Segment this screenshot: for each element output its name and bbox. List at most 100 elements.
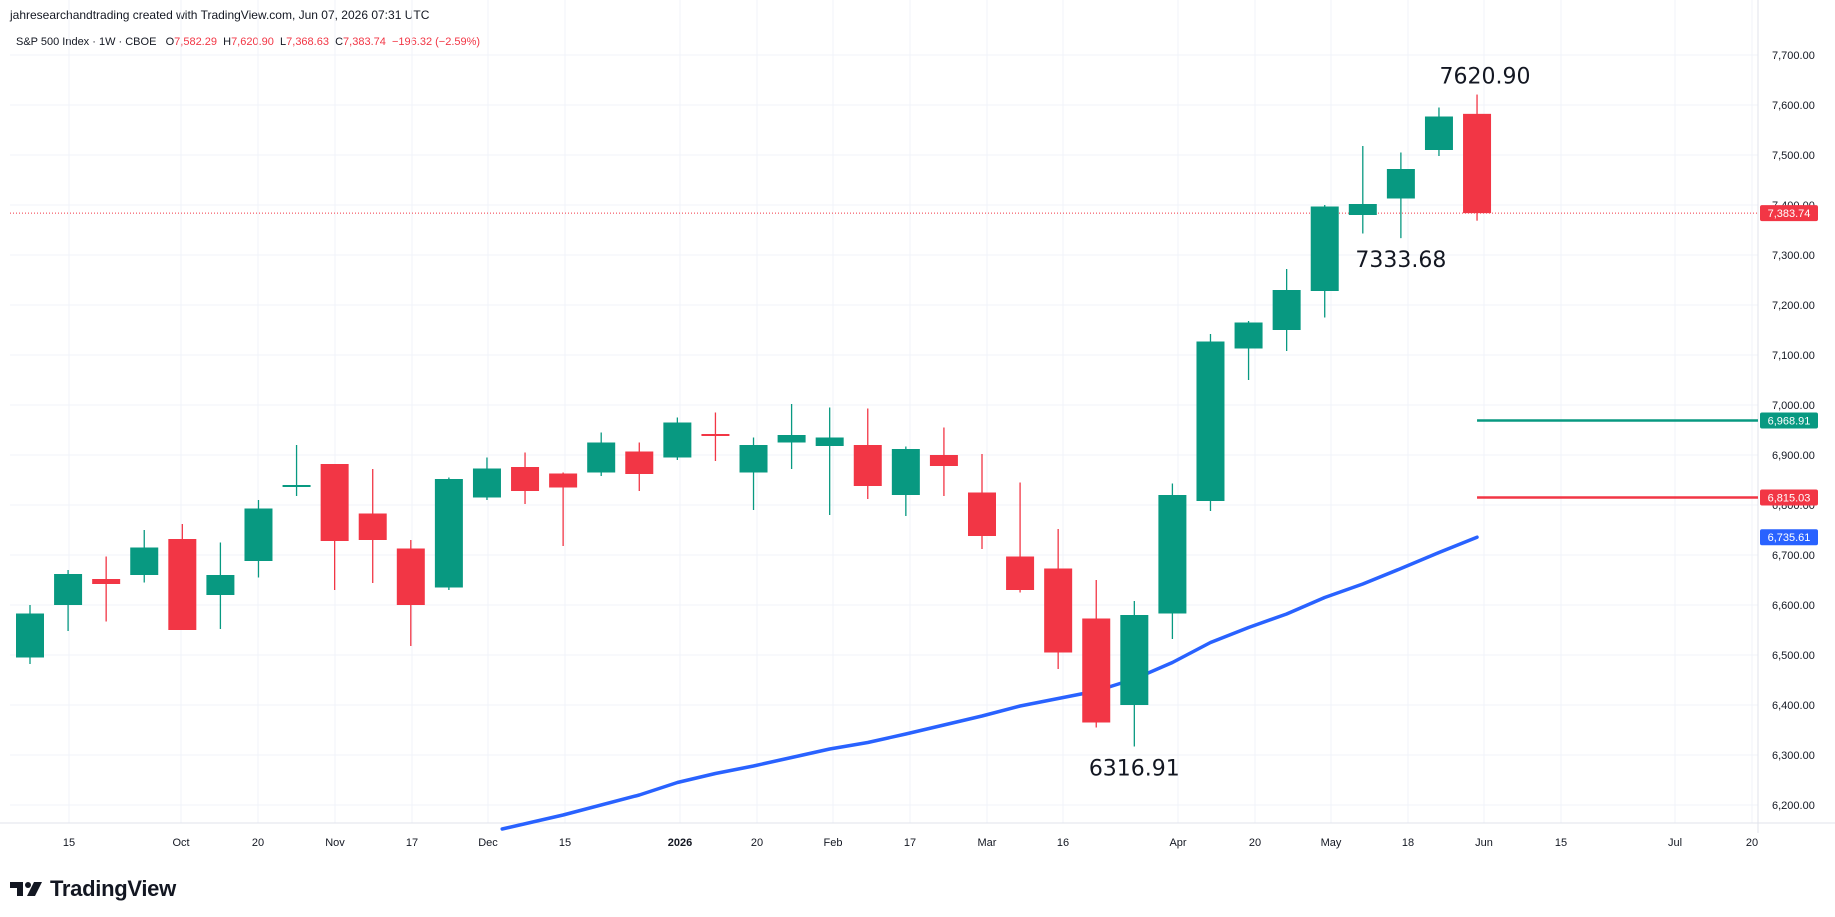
- candle-body[interactable]: [282, 485, 311, 487]
- candle-body[interactable]: [244, 508, 273, 562]
- low-value: 7,368.63: [286, 36, 329, 48]
- symbol-info[interactable]: S&P 500 Index · 1W · CBOE: [16, 36, 157, 48]
- x-tick-label: Feb: [824, 837, 843, 849]
- x-tick-label: 15: [559, 837, 571, 849]
- high-value: 7,620.90: [231, 36, 274, 48]
- candle-body[interactable]: [92, 579, 121, 584]
- candle-body[interactable]: [130, 547, 159, 576]
- candle-body[interactable]: [1463, 113, 1492, 214]
- y-tick-label: 6,600.00: [1772, 600, 1815, 612]
- close-label: C: [335, 36, 344, 48]
- candle-body[interactable]: [206, 575, 235, 595]
- candle-body[interactable]: [968, 492, 996, 537]
- footer-branding[interactable]: TradingView: [10, 876, 176, 902]
- y-tick-label: 6,300.00: [1772, 750, 1815, 762]
- y-tick-label: 7,300.00: [1772, 250, 1815, 262]
- x-tick-label: Jun: [1475, 837, 1493, 849]
- candle-body[interactable]: [739, 445, 768, 473]
- level-badge-bg: [1760, 489, 1818, 506]
- moving-average-line: [500, 535, 1479, 831]
- x-tick-label: Nov: [325, 837, 345, 849]
- y-tick-label: 6,900.00: [1772, 450, 1815, 462]
- x-tick-label: 20: [1249, 837, 1261, 849]
- y-tick-label: 7,600.00: [1772, 100, 1815, 112]
- candle-body[interactable]: [1082, 618, 1111, 723]
- x-tick-label: 20: [1746, 837, 1758, 849]
- candle-body[interactable]: [434, 479, 463, 588]
- x-tick-label: 18: [1402, 837, 1414, 849]
- x-tick-label: Mar: [978, 837, 997, 849]
- x-tick-label: Jul: [1668, 837, 1682, 849]
- candle-body[interactable]: [549, 473, 578, 488]
- open-value: 7,582.29: [174, 36, 217, 48]
- candle-body[interactable]: [815, 437, 844, 447]
- change-value: −196.32 (−2.59%): [392, 36, 481, 48]
- ohlc-legend: S&P 500 Index · 1W · CBOE O7,582.29 H7,6…: [16, 36, 480, 48]
- candle-body[interactable]: [663, 422, 692, 458]
- x-tick-label: Dec: [478, 837, 498, 849]
- price-annotation: 7333.68: [1355, 248, 1446, 273]
- x-tick-label: 17: [904, 837, 916, 849]
- tradingview-logo-icon: [10, 882, 42, 896]
- candle-body[interactable]: [625, 451, 654, 475]
- low-label: L: [280, 36, 287, 48]
- candle-body[interactable]: [1120, 615, 1149, 705]
- candle-body[interactable]: [891, 449, 920, 495]
- x-tick-label: 20: [252, 837, 264, 849]
- y-tick-label: 6,200.00: [1772, 800, 1815, 812]
- candle-body[interactable]: [587, 442, 616, 473]
- candle-body[interactable]: [1272, 290, 1301, 330]
- candle-body[interactable]: [1158, 495, 1187, 614]
- level-badge-label: 6,815.03: [1768, 492, 1811, 504]
- y-tick-label: 6,400.00: [1772, 700, 1815, 712]
- brand-name: TradingView: [50, 876, 176, 901]
- y-tick-label: 7,500.00: [1772, 150, 1815, 162]
- candle-body[interactable]: [511, 467, 540, 491]
- price-annotation: 6316.91: [1089, 757, 1180, 782]
- y-tick-label: 7,200.00: [1772, 300, 1815, 312]
- candle-body[interactable]: [1234, 322, 1263, 349]
- close-value: 7,383.74: [343, 36, 386, 48]
- last-price-badge-label: 7,383.74: [1768, 208, 1811, 220]
- candle-body[interactable]: [853, 445, 882, 486]
- y-tick-label: 7,700.00: [1772, 50, 1815, 62]
- x-tick-label: 17: [406, 837, 418, 849]
- candle-body[interactable]: [168, 539, 197, 630]
- candle-body[interactable]: [1348, 204, 1377, 215]
- candle-body[interactable]: [929, 455, 958, 466]
- y-tick-label: 6,500.00: [1772, 650, 1815, 662]
- candle-body[interactable]: [1006, 556, 1035, 591]
- x-tick-label: Apr: [1169, 837, 1186, 849]
- candle-body[interactable]: [396, 548, 425, 606]
- x-tick-label: 15: [63, 837, 75, 849]
- x-tick-label: Oct: [172, 837, 189, 849]
- candle-body[interactable]: [701, 434, 730, 436]
- candle-body[interactable]: [777, 435, 806, 443]
- ma-value-badge-bg: [1760, 529, 1818, 546]
- candle-body[interactable]: [1386, 169, 1415, 199]
- chart-credit: jahresearchandtrading created with Tradi…: [10, 8, 430, 22]
- level-badge-bg: [1760, 412, 1818, 429]
- x-tick-label: 16: [1057, 837, 1069, 849]
- candle-body[interactable]: [16, 613, 44, 658]
- candle-body[interactable]: [1310, 206, 1339, 292]
- candle-body[interactable]: [1044, 568, 1073, 653]
- candle-body[interactable]: [54, 574, 83, 605]
- y-tick-label: 6,700.00: [1772, 550, 1815, 562]
- x-tick-label: 2026: [668, 837, 692, 849]
- x-tick-label: 15: [1555, 837, 1567, 849]
- high-label: H: [223, 36, 232, 48]
- x-tick-label: May: [1321, 837, 1342, 849]
- candle-body[interactable]: [1196, 341, 1225, 502]
- x-tick-label: 20: [751, 837, 763, 849]
- level-badge-label: 6,968.91: [1768, 416, 1811, 428]
- candle-body[interactable]: [320, 464, 349, 541]
- candle-body[interactable]: [358, 513, 387, 541]
- open-label: O: [165, 36, 175, 48]
- candle-body[interactable]: [472, 468, 501, 498]
- y-tick-label: 7,100.00: [1772, 350, 1815, 362]
- price-annotation: 7620.90: [1440, 65, 1531, 90]
- candle-body[interactable]: [1424, 116, 1453, 151]
- y-tick-label: 7,000.00: [1772, 400, 1815, 412]
